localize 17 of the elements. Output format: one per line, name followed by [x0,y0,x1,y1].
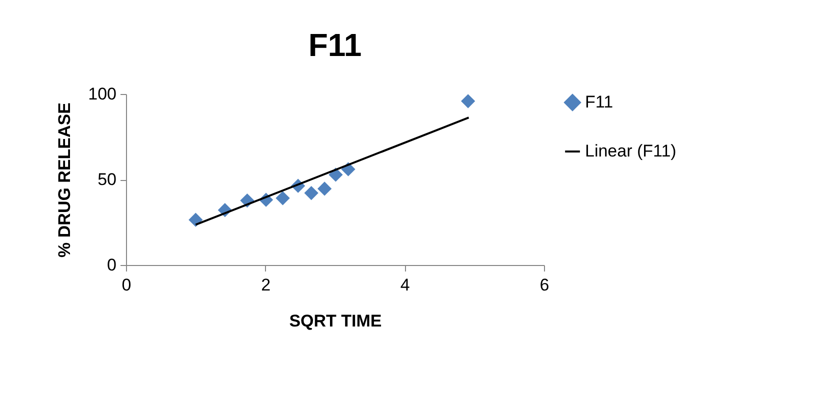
x-tick-label: 4 [400,276,410,294]
legend-label: Linear (F11) [585,142,676,160]
point [188,212,203,227]
y-tick-label: 0 [107,256,116,274]
x-tick-label: 2 [261,276,271,294]
y-tick-label: 50 [98,170,116,189]
x-axis-title: SQRT TIME [289,312,382,330]
point [276,191,290,206]
chart-title: F11 [308,27,362,63]
point [304,186,318,200]
point [317,182,332,196]
y-tick-label: 100 [88,84,116,104]
legend-label: F11 [585,92,614,112]
y-axis-title: % DRUG RELEASE [55,102,74,258]
x-tick-label: 0 [122,276,132,294]
point [460,94,476,108]
x-tick-label: 6 [540,276,550,294]
